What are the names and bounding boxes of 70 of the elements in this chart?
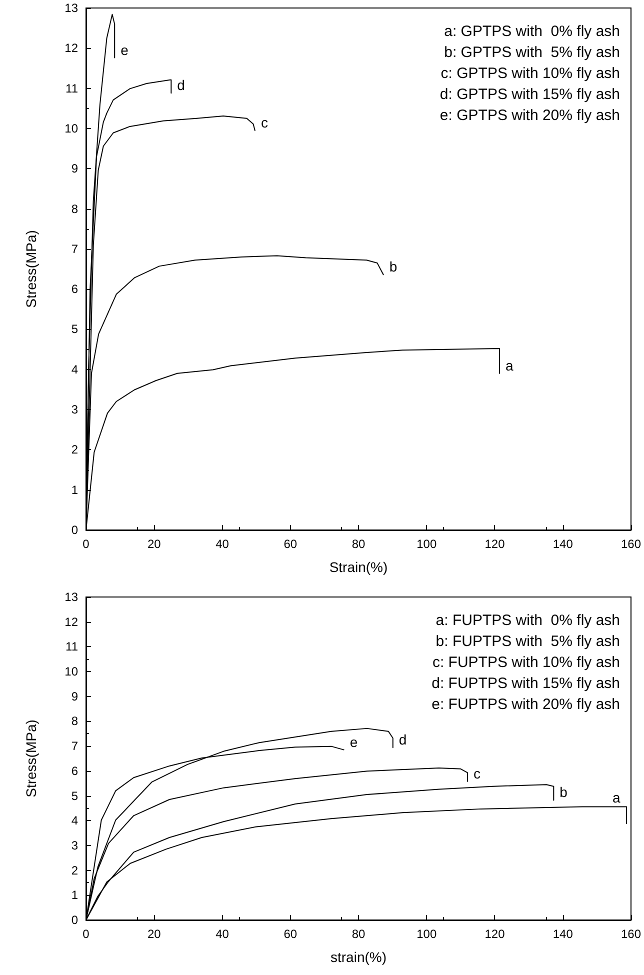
y-tick-label: 13 [64, 1, 78, 15]
y-tick-label: 2 [71, 442, 78, 457]
y-tick-label: 5 [71, 788, 78, 803]
series-label: e [120, 42, 129, 58]
x-tick-label: 80 [352, 927, 366, 941]
y-tick-label: 12 [64, 614, 78, 629]
y-tick-label: 0 [71, 523, 78, 537]
annotation: b: GPTPS with 5% fly ash [444, 44, 620, 61]
y-tick-label: 4 [71, 362, 78, 376]
x-tick-label: 160 [620, 537, 642, 551]
y-tick-label: 9 [71, 689, 78, 704]
x-tick-label: 40 [216, 927, 230, 941]
y-tick-label: 4 [71, 814, 78, 828]
series-label: b [560, 784, 568, 800]
x-tick-label: 60 [284, 537, 298, 551]
y-tick-label: 8 [71, 714, 78, 728]
y-tick-label: 13 [64, 590, 78, 604]
series-label: a [506, 357, 514, 374]
annotation: e: GPTPS with 20% fly ash [440, 107, 620, 124]
annotation: a: FUPTPS with 0% fly ash [436, 612, 620, 629]
y-tick-label: 1 [71, 482, 78, 497]
series-label: a [612, 790, 621, 806]
y-tick-label: 3 [71, 402, 78, 417]
y-tick-label: 11 [66, 81, 78, 96]
x-tick-label: 120 [484, 537, 506, 551]
x-tick-label: 80 [352, 537, 366, 551]
y-axis-title: Stress(MPa) [23, 230, 39, 308]
y-tick-label: 10 [64, 121, 78, 136]
y-tick-label: 0 [71, 913, 78, 927]
y-tick-label: 6 [71, 282, 78, 296]
annotation: d: FUPTPS with 15% fly ash [432, 675, 620, 692]
x-axis-title: Strain(%) [329, 559, 388, 575]
x-tick-label: 20 [147, 927, 162, 941]
y-axis-title: Stress(MPa) [23, 720, 39, 798]
y-tick-label: 12 [64, 41, 78, 56]
x-tick-label: 60 [284, 927, 298, 941]
annotation: d: GPTPS with 15% fly ash [440, 86, 620, 103]
y-tick-label: 1 [71, 888, 78, 902]
series-label: c [473, 765, 480, 782]
series-label: d [398, 732, 407, 748]
x-tick-label: 140 [552, 927, 574, 941]
annotation: e: FUPTPS with 20% fly ash [432, 696, 620, 713]
y-tick-label: 7 [71, 242, 78, 256]
x-tick-label: 100 [416, 927, 437, 941]
x-tick-label: 120 [484, 927, 506, 941]
y-tick-label: 5 [71, 322, 78, 336]
y-tick-label: 2 [71, 863, 78, 878]
x-axis-title: strain(%) [330, 949, 386, 965]
x-tick-label: 0 [82, 927, 90, 941]
y-tick-label: 10 [64, 664, 78, 679]
annotation: a: GPTPS with 0% fly ash [444, 23, 620, 40]
series-label: c [260, 114, 268, 130]
series-label: e [350, 734, 358, 750]
x-tick-label: 100 [416, 537, 437, 551]
y-tick-label: 3 [71, 838, 78, 852]
y-tick-label: 9 [71, 162, 78, 176]
x-tick-label: 0 [82, 537, 90, 551]
y-tick-label: 11 [66, 640, 78, 654]
series-label: b [389, 258, 398, 275]
series-label: d [177, 77, 185, 94]
y-tick-label: 6 [71, 764, 78, 778]
annotation: c: GPTPS with 10% fly ash [440, 65, 620, 82]
x-tick-label: 140 [552, 537, 574, 551]
y-tick-label: 7 [71, 739, 78, 754]
x-tick-label: 20 [147, 537, 162, 551]
x-tick-label: 160 [620, 927, 642, 941]
y-tick-label: 8 [71, 202, 78, 216]
annotation: c: FUPTPS with 10% fly ash [432, 654, 620, 671]
x-tick-label: 40 [216, 537, 230, 551]
annotation: b: FUPTPS with 5% fly ash [436, 633, 620, 650]
